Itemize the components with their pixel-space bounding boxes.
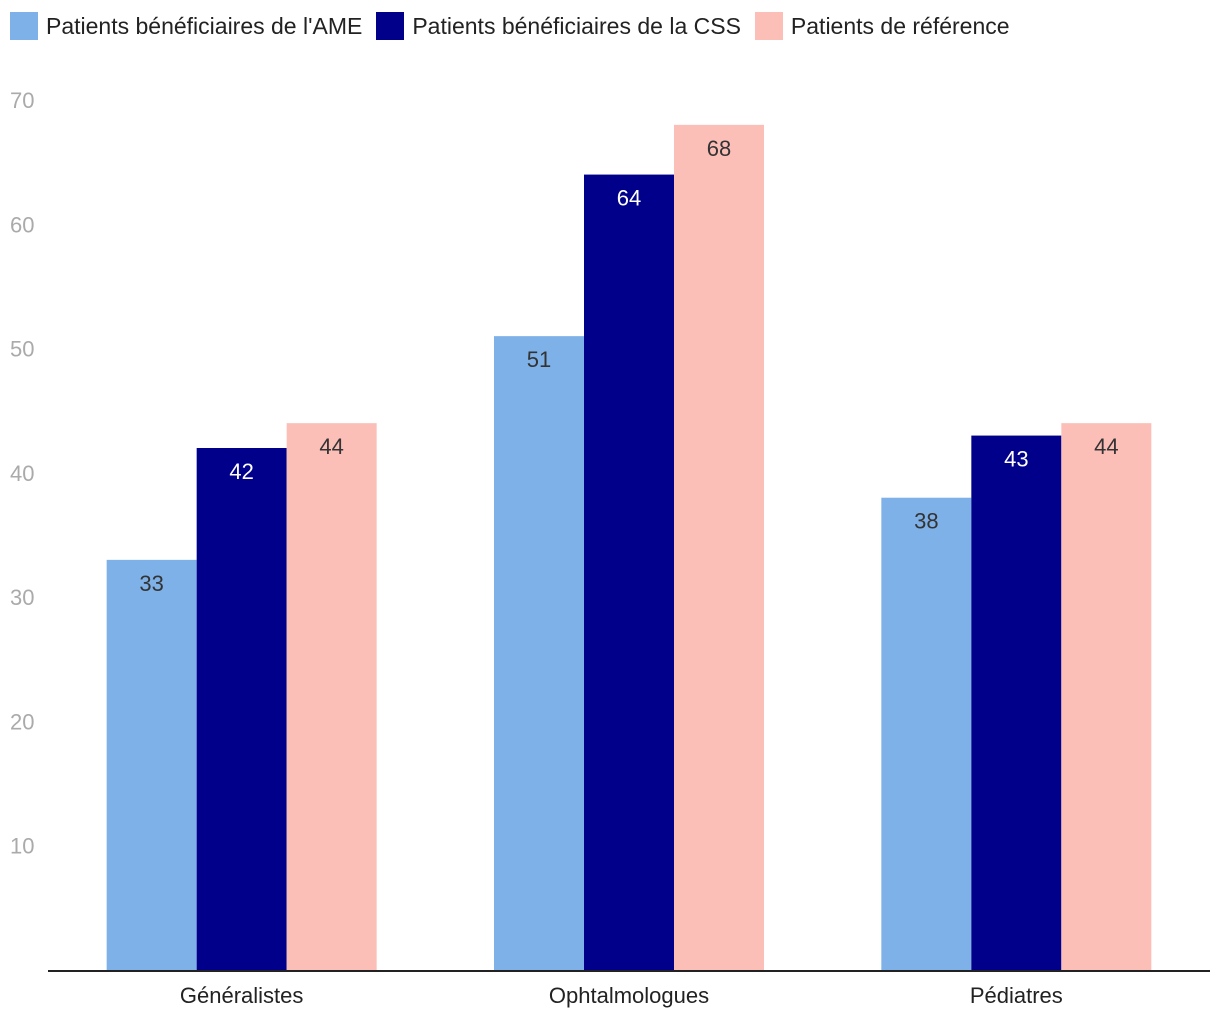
- legend-swatch-css: [376, 12, 405, 40]
- bar: [971, 435, 1062, 971]
- bar-value-label: 51: [527, 347, 551, 372]
- chart-legend: Patients bénéficiaires de l'AME Patients…: [10, 10, 1010, 42]
- bar-value-label: 38: [914, 509, 938, 534]
- bar: [494, 336, 584, 971]
- legend-label-reference: Patients de référence: [790, 12, 1010, 39]
- bar-value-label: 44: [319, 434, 343, 459]
- bar: [881, 497, 972, 970]
- bar-value-label: 43: [1004, 447, 1028, 472]
- y-tick-label: 60: [10, 212, 34, 237]
- category-labels: Généralistes Ophtalmologues Pédiatres: [180, 983, 1063, 1008]
- legend-swatch-ame: [10, 12, 38, 40]
- y-tick-label: 30: [10, 585, 34, 610]
- data-labels: 33 42 44 51 64 68 38 43 44: [139, 136, 1118, 596]
- category-label: Ophtalmologues: [549, 983, 709, 1008]
- y-tick-label: 40: [10, 461, 34, 486]
- bar: [106, 559, 197, 970]
- bar: [1061, 423, 1152, 971]
- bar-value-label: 42: [229, 459, 253, 484]
- legend-swatch-reference: [754, 12, 783, 40]
- legend-label-ame: Patients bénéficiaires de l'AME: [46, 12, 363, 39]
- bar-value-label: 33: [139, 571, 163, 596]
- y-tick-label: 70: [10, 88, 34, 113]
- legend-item-ame: Patients bénéficiaires de l'AME: [10, 12, 362, 40]
- y-tick-label: 50: [10, 337, 34, 362]
- bar: [674, 124, 764, 971]
- y-axis-ticks: 10 20 30 40 50 60 70: [10, 88, 34, 859]
- bars: [106, 124, 1152, 971]
- bar-value-label: 68: [707, 136, 731, 161]
- bar-value-label: 64: [617, 186, 641, 211]
- y-tick-label: 10: [10, 834, 34, 859]
- bar: [196, 448, 287, 970]
- bar: [286, 423, 377, 971]
- legend-item-reference: Patients de référence: [754, 12, 1010, 40]
- category-label: Généralistes: [180, 983, 304, 1008]
- bar-value-label: 44: [1094, 434, 1118, 459]
- y-tick-label: 20: [10, 709, 34, 734]
- legend-item-css: Patients bénéficiaires de la CSS: [376, 12, 741, 40]
- legend-label-css: Patients bénéficiaires de la CSS: [412, 12, 741, 39]
- bar: [584, 174, 674, 971]
- category-label: Pédiatres: [970, 983, 1063, 1008]
